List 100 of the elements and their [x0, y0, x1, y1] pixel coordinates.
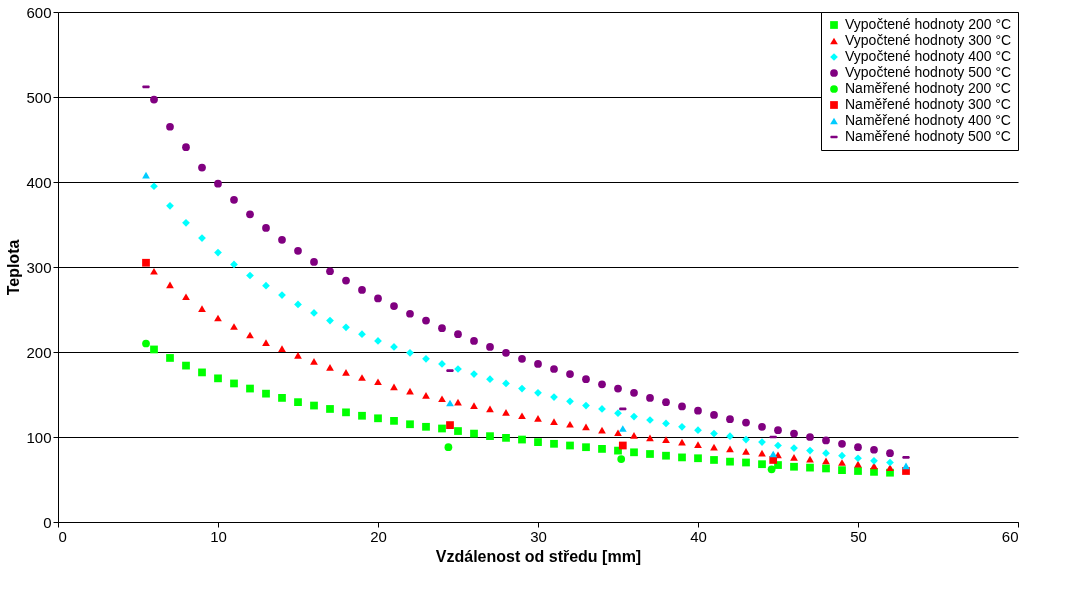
point	[454, 427, 462, 435]
point	[566, 397, 574, 406]
y-tick-label: 600	[26, 3, 52, 21]
x-axis-title: Vzdálenost od středu [mm]	[435, 547, 642, 565]
x-tick-label: 50	[850, 527, 867, 545]
legend-label: Naměřené hodnoty 400 °C	[845, 112, 1011, 128]
point	[166, 281, 174, 289]
point	[758, 422, 766, 431]
point	[342, 408, 350, 417]
point	[310, 401, 318, 410]
point	[694, 441, 702, 448]
point	[758, 449, 766, 457]
point	[374, 414, 382, 423]
point	[502, 433, 510, 442]
point	[374, 294, 382, 303]
point	[262, 224, 270, 232]
point	[342, 323, 350, 332]
point	[278, 345, 286, 352]
point	[582, 443, 590, 452]
y-tick-label: 500	[26, 88, 52, 106]
point	[182, 293, 190, 301]
point	[326, 316, 334, 325]
point	[446, 421, 454, 429]
legend-label: Naměřené hodnoty 200 °C	[845, 80, 1011, 96]
point	[710, 411, 718, 419]
point	[230, 195, 238, 204]
legend-label: Vypočtené hodnoty 400 °C	[845, 48, 1012, 64]
point	[550, 365, 558, 373]
point	[422, 316, 430, 325]
legend-label: Vypočtené hodnoty 500 °C	[845, 64, 1012, 80]
point	[262, 339, 270, 346]
point	[758, 460, 766, 469]
y-axis-title: Teplota	[5, 239, 23, 296]
point	[214, 374, 222, 383]
point	[710, 443, 718, 451]
point	[630, 412, 638, 421]
point	[358, 374, 366, 381]
point	[502, 409, 510, 416]
point	[618, 425, 627, 432]
point	[694, 406, 702, 415]
point	[617, 455, 626, 463]
point	[438, 395, 446, 403]
point	[390, 416, 398, 425]
point	[454, 398, 462, 406]
point	[886, 449, 894, 458]
point	[150, 345, 158, 354]
point	[726, 457, 734, 466]
point	[742, 458, 750, 467]
point	[598, 445, 606, 453]
point	[646, 450, 654, 458]
x-tick-label: 0	[58, 527, 67, 545]
point	[614, 429, 622, 437]
point	[198, 368, 206, 377]
point	[806, 433, 814, 441]
y-tick-label: 0	[43, 513, 52, 531]
point	[838, 439, 846, 448]
point	[142, 258, 150, 267]
point	[294, 398, 302, 407]
point	[246, 384, 254, 393]
point	[790, 429, 798, 438]
point	[406, 348, 414, 357]
point	[262, 389, 270, 398]
point	[854, 460, 862, 468]
point	[502, 348, 510, 357]
point	[870, 456, 878, 465]
point	[294, 352, 302, 359]
point	[342, 369, 350, 376]
point	[150, 95, 158, 104]
point	[166, 201, 174, 210]
point	[182, 218, 190, 227]
point	[534, 438, 542, 446]
point	[566, 441, 574, 450]
point	[767, 465, 776, 474]
point	[198, 163, 206, 172]
point	[838, 466, 846, 475]
point	[150, 267, 158, 275]
point	[806, 446, 814, 455]
point	[742, 418, 750, 427]
point	[326, 363, 334, 371]
point	[614, 384, 622, 393]
point	[486, 405, 494, 413]
point	[710, 456, 718, 464]
point	[582, 423, 590, 431]
point	[518, 412, 526, 420]
point	[854, 454, 862, 463]
point	[230, 260, 238, 269]
point	[454, 330, 462, 339]
point	[358, 411, 366, 420]
point	[838, 451, 846, 460]
point	[230, 323, 238, 330]
point	[678, 422, 686, 431]
point	[294, 300, 302, 309]
point	[534, 360, 542, 368]
point	[854, 443, 862, 452]
point	[214, 179, 222, 188]
point	[614, 409, 622, 418]
point	[326, 405, 334, 413]
y-tick-label: 300	[26, 258, 52, 276]
point	[470, 402, 478, 409]
point	[790, 454, 798, 461]
